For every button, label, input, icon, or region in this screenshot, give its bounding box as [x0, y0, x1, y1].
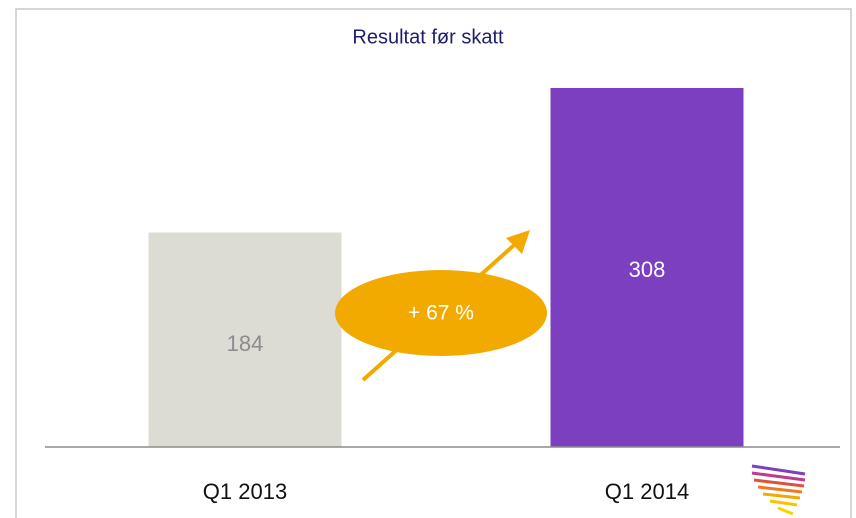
chart-title: Resultat før skatt — [352, 26, 504, 48]
annotation: + 67 % — [408, 302, 474, 325]
data-label: 184 — [227, 331, 264, 356]
bar — [550, 88, 744, 447]
x-tick-label: Q1 2013 — [203, 479, 287, 504]
logo — [751, 464, 806, 516]
annotation-bubble — [335, 270, 547, 356]
x-tick-label: Q1 2014 — [605, 479, 689, 504]
data-label: 308 — [629, 257, 666, 282]
arrow-head — [506, 230, 530, 254]
frame — [15, 8, 852, 518]
bar — [148, 232, 342, 447]
